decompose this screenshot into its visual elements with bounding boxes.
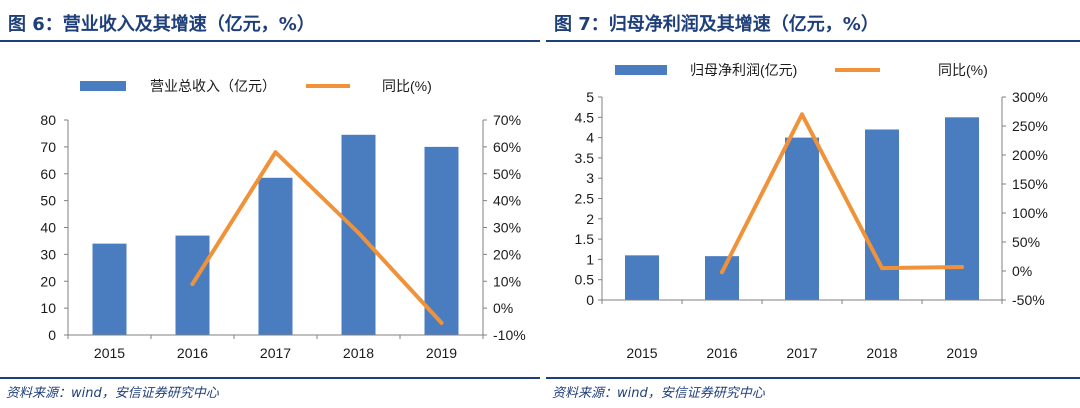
title-divider xyxy=(546,40,1080,42)
bar xyxy=(865,129,899,300)
y-right-tick-label: 60% xyxy=(493,139,521,155)
y-right-tick-label: 300% xyxy=(1012,89,1048,105)
bar xyxy=(785,137,819,300)
growth-point xyxy=(439,320,444,325)
source-note: 资料来源：wind，安信证券研究中心 xyxy=(6,386,219,401)
y-left-tick-label: 4.5 xyxy=(575,109,595,125)
figure-7-panel: 图 7：归母净利润及其增速（亿元，%） 0 0.5 1 1.5 2 2.5 3 3.5 4 4.5… xyxy=(546,0,1080,408)
y-left-tick-label: 4 xyxy=(586,130,594,146)
y-left-tick-label: 0.5 xyxy=(575,272,595,288)
legend-bar-swatch xyxy=(80,81,126,91)
legend-bar-swatch xyxy=(615,65,667,75)
y-left-tick-label: 60 xyxy=(40,166,56,182)
y-right-tick-label: 20% xyxy=(493,246,521,262)
y-left-tick-label: 1.5 xyxy=(575,231,595,247)
revenue-chart: 0 10 20 30 40 50 60 70 80 -10% 0% 10% 20% 30% 40% 50% 60… xyxy=(40,78,526,361)
growth-point xyxy=(190,281,195,286)
x-tick-label: 2019 xyxy=(946,345,977,361)
growth-line xyxy=(190,150,444,325)
x-tick-label: 2016 xyxy=(177,345,208,361)
growth-point xyxy=(720,270,724,275)
bar xyxy=(258,177,293,335)
y-right-tick-label: -10% xyxy=(493,327,526,343)
title-divider xyxy=(0,40,540,42)
y-right-tick-label: 0% xyxy=(1012,263,1032,279)
y-left-tick-label: 80 xyxy=(40,112,56,128)
growth-point xyxy=(273,150,278,155)
x-tick-label: 2017 xyxy=(786,345,817,361)
x-tick-label: 2015 xyxy=(94,345,125,361)
y-right-tick-label: 250% xyxy=(1012,118,1048,134)
legend-line-label: 同比(%) xyxy=(938,62,988,78)
growth-point xyxy=(960,264,964,269)
y-left-tick-label: 10 xyxy=(40,300,56,316)
y-right-tick-label: 200% xyxy=(1012,147,1048,163)
y-left-tick-label: 1 xyxy=(586,251,594,267)
y-right-tick-label: 50% xyxy=(1012,234,1040,250)
y-left-tick-label: 40 xyxy=(40,220,56,236)
bar xyxy=(424,146,459,335)
y-right-tick-label: 10% xyxy=(493,273,521,289)
y-right-tick-label: 30% xyxy=(493,220,521,236)
growth-point xyxy=(356,230,361,235)
y-right-tick-label: 70% xyxy=(493,112,521,128)
y-left-tick-label: 20 xyxy=(40,273,56,289)
figure-6-panel: 图 6：营业收入及其增速（亿元，%） 0 10 20 30 40 50 60 70 80 -10%… xyxy=(0,14,540,401)
y-left-tick-label: 0 xyxy=(586,292,594,308)
x-tick-label: 2018 xyxy=(343,345,374,361)
y-right-tick-label: 40% xyxy=(493,193,521,209)
y-left-tick-label: 3 xyxy=(586,170,594,186)
figure-title: 图 7：归母净利润及其增速（亿元，%） xyxy=(554,14,879,35)
y-left-tick-label: 5 xyxy=(586,89,594,105)
y-right-tick-label: 100% xyxy=(1012,205,1048,221)
figure-title: 图 6：营业收入及其增速（亿元，%） xyxy=(8,14,315,35)
y-right-tick-label: 0% xyxy=(493,300,513,316)
footer-divider xyxy=(0,377,540,379)
legend-line-label: 同比(%) xyxy=(382,78,432,94)
y-right-tick-label: -50% xyxy=(1012,292,1045,308)
bar xyxy=(705,256,739,300)
y-right-tick-label: 50% xyxy=(493,166,521,182)
footer-divider xyxy=(546,377,1080,379)
y-left-tick-label: 3.5 xyxy=(575,150,595,166)
legend-bar-label: 营业总收入（亿元） xyxy=(150,78,276,94)
x-tick-label: 2017 xyxy=(260,345,291,361)
net-profit-chart: 0 0.5 1 1.5 2 2.5 3 3.5 4 4.5 5 -50% 0% 50% 100% 150% 20… xyxy=(575,62,1048,361)
y-right-tick-label: 150% xyxy=(1012,176,1048,192)
y-left-tick-label: 70 xyxy=(40,139,56,155)
source-note: 资料来源：wind，安信证券研究中心 xyxy=(552,386,765,401)
y-left-tick-label: 2.5 xyxy=(575,191,595,207)
bar xyxy=(92,243,127,335)
y-left-tick-label: 30 xyxy=(40,246,56,262)
bar xyxy=(945,117,979,300)
y-left-tick-label: 0 xyxy=(48,327,56,343)
y-left-tick-label: 50 xyxy=(40,193,56,209)
growth-point xyxy=(880,266,884,271)
growth-point xyxy=(800,112,804,117)
x-tick-label: 2016 xyxy=(706,345,737,361)
x-tick-label: 2019 xyxy=(426,345,457,361)
legend-bar-label: 归母净利润(亿元) xyxy=(690,62,797,78)
x-tick-label: 2015 xyxy=(626,345,657,361)
growth-line xyxy=(720,112,964,275)
y-left-tick-label: 2 xyxy=(586,211,594,227)
bar xyxy=(625,255,659,300)
x-tick-label: 2018 xyxy=(866,345,897,361)
